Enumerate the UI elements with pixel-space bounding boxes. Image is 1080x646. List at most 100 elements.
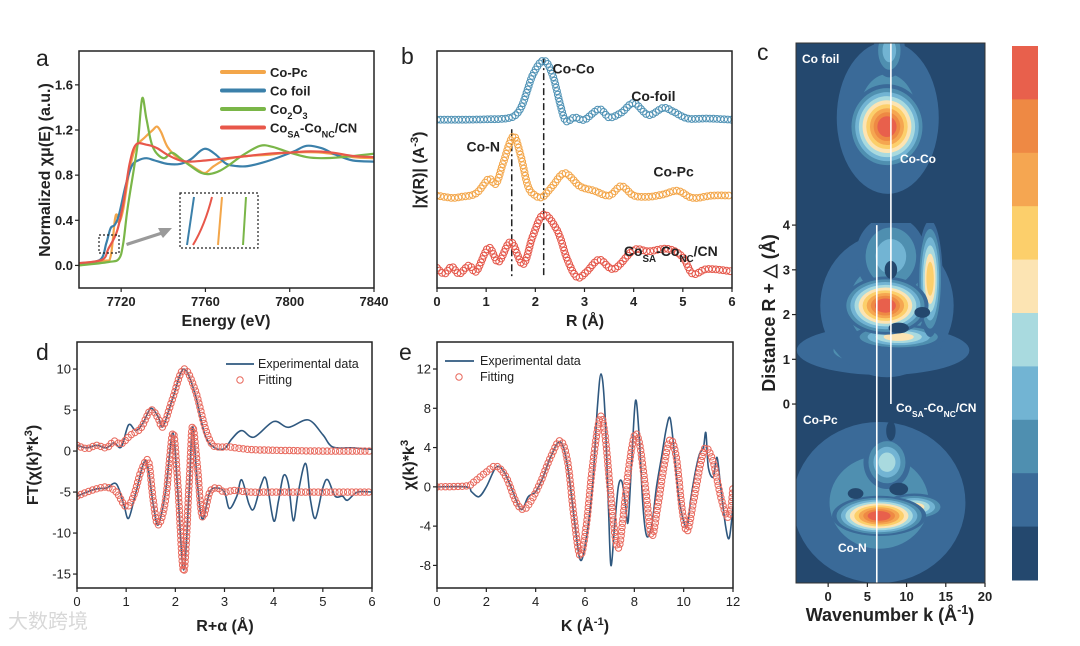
fitting-point xyxy=(172,456,180,464)
fitting-point xyxy=(437,483,445,491)
data-point xyxy=(569,176,578,185)
fitting-point xyxy=(622,482,631,490)
data-point xyxy=(607,265,616,273)
fitting-point xyxy=(641,480,649,488)
fitting-point xyxy=(164,476,172,484)
panel-c-frame xyxy=(795,42,986,584)
fitting-point xyxy=(651,519,659,527)
subscript: SA xyxy=(643,254,657,265)
data-point xyxy=(525,243,534,252)
fitting-point xyxy=(202,502,211,510)
legend-label: Co foil xyxy=(270,84,310,99)
fitting-point xyxy=(591,441,599,449)
x-tick-label: 15 xyxy=(939,589,953,604)
fitting-point xyxy=(181,553,190,562)
fitting-point xyxy=(158,513,166,522)
fitting-point xyxy=(561,447,570,455)
fitting-point xyxy=(164,407,173,416)
fitting-point xyxy=(88,486,97,494)
fitting-point xyxy=(194,475,203,483)
fitting-point xyxy=(650,527,658,535)
fitting-point xyxy=(644,505,652,513)
fitting-point xyxy=(190,383,198,391)
fitting-point xyxy=(624,469,632,477)
fitting-point xyxy=(620,507,628,515)
contour-level-4 xyxy=(878,452,896,472)
fitting-point xyxy=(658,473,666,481)
fitting-point xyxy=(173,473,182,481)
fitting-point xyxy=(450,482,458,491)
fitting-point xyxy=(592,437,600,445)
fitting-point xyxy=(652,515,660,523)
fitting-point xyxy=(620,502,628,511)
colorbar-level xyxy=(1012,366,1038,421)
fitting-point xyxy=(194,471,202,479)
fitting-point xyxy=(597,412,605,420)
fitting-point xyxy=(606,486,614,495)
fitting-point xyxy=(685,522,693,531)
text-part: Co xyxy=(270,121,287,136)
text-part: -Co xyxy=(656,243,679,259)
fitting-point xyxy=(301,488,310,496)
data-point xyxy=(548,69,556,78)
x-tick-label: 3 xyxy=(581,294,588,309)
fitting-point xyxy=(638,455,646,463)
fitting-point xyxy=(673,458,681,466)
panel-letter-a: a xyxy=(36,45,49,71)
fitting-point xyxy=(175,498,183,506)
data-point xyxy=(578,271,587,280)
fitting-point xyxy=(343,488,352,496)
fitting-point xyxy=(663,444,671,452)
marker-guide-path xyxy=(437,416,733,556)
fitting-point xyxy=(234,487,243,495)
fitting-point xyxy=(587,478,595,487)
data-point xyxy=(555,97,564,106)
data-point xyxy=(623,251,632,260)
fitting-point xyxy=(607,495,615,503)
fitting-point xyxy=(643,496,651,505)
fitting-point xyxy=(146,467,154,476)
fitting-point xyxy=(186,469,194,478)
fitting-point xyxy=(568,501,577,509)
fitting-point xyxy=(499,468,507,477)
data-point xyxy=(512,136,521,145)
data-point xyxy=(564,171,573,180)
fitting-point xyxy=(336,447,344,455)
colorbar-level xyxy=(1012,152,1038,207)
panel-a-plot-area xyxy=(79,96,374,267)
data-point xyxy=(527,236,536,245)
fitting-point xyxy=(191,387,200,395)
subscript: 3 xyxy=(303,111,308,121)
data-point xyxy=(588,110,596,118)
panel-a-x-axis-label: Energy (eV) xyxy=(182,313,271,330)
fitting-point xyxy=(616,540,624,548)
panel-e-legend: Experimental data Fitting xyxy=(445,354,581,384)
fitting-point xyxy=(681,524,690,533)
x-tick-label: 6 xyxy=(368,594,375,609)
data-point xyxy=(531,226,539,234)
data-point xyxy=(504,143,513,151)
fitting-point xyxy=(197,407,205,415)
fitting-point xyxy=(191,442,200,450)
fitting-point xyxy=(684,526,692,535)
fitting-point xyxy=(569,509,578,518)
fitting-point xyxy=(187,440,195,448)
fitting-point xyxy=(323,447,331,455)
fitting-point xyxy=(570,518,579,526)
fitting-point xyxy=(575,551,584,559)
fitting-point xyxy=(198,411,206,420)
data-point xyxy=(500,156,508,165)
fitting-point xyxy=(171,387,179,396)
fitting-point xyxy=(211,484,219,492)
data-point xyxy=(626,249,634,257)
data-point xyxy=(557,236,565,245)
fitting-point xyxy=(185,478,193,486)
fitting-point xyxy=(713,477,722,485)
fitting-point xyxy=(533,486,541,494)
subscript: NC xyxy=(944,409,956,419)
fitting-point xyxy=(602,445,611,453)
fitting-point xyxy=(654,498,663,506)
data-point xyxy=(581,184,590,193)
y-tick-label: 8 xyxy=(424,401,431,416)
